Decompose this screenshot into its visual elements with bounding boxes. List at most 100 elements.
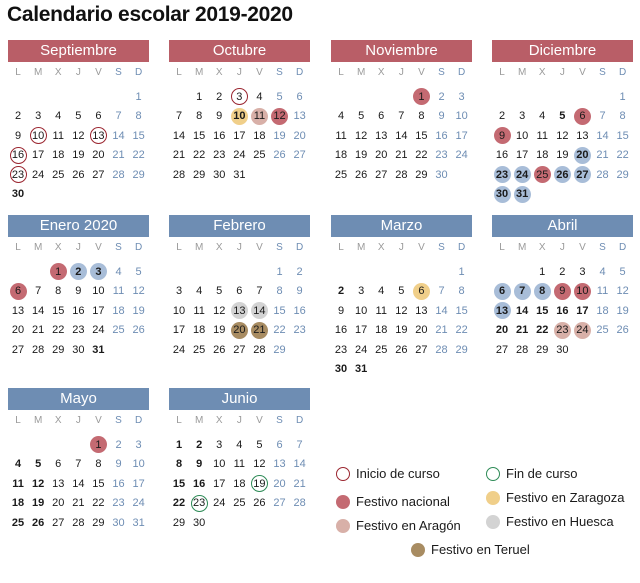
day-cell: 10 xyxy=(209,455,229,475)
day-number: 8 xyxy=(196,110,203,123)
day-number: 30 xyxy=(11,188,25,201)
day-number: 17 xyxy=(576,304,589,317)
day-cell: 5 xyxy=(28,455,48,475)
day-number: 3 xyxy=(175,285,183,298)
day-cell: 10 xyxy=(512,126,532,146)
day-number: 1 xyxy=(276,265,283,278)
day-number: 31 xyxy=(233,168,246,181)
day-cell: 12 xyxy=(269,107,289,127)
weekday-label: L xyxy=(338,242,344,253)
day-cell: 4 xyxy=(371,282,391,302)
day-cell: 29 xyxy=(48,340,68,360)
day-cell: 22 xyxy=(169,494,189,514)
day-number: 3 xyxy=(35,110,42,123)
day-number: 14 xyxy=(516,304,529,317)
day-number: 30 xyxy=(493,185,511,203)
month-header: Junio xyxy=(169,388,310,410)
day-cell: 25 xyxy=(371,340,391,360)
day-cell: 6 xyxy=(269,435,289,455)
day-cell: 21 xyxy=(290,474,310,494)
day-cell: 8 xyxy=(169,455,189,475)
day-cell: 19 xyxy=(129,301,149,321)
weekday-label: S xyxy=(599,67,606,78)
day-cell: 28 xyxy=(290,494,310,514)
day-number: 11 xyxy=(375,304,387,317)
day-grid: 1 2 3 4 5 6 7 8 9 10 11 12 13 14 15 16 17 18 19 20 21 22 23 24 2… xyxy=(169,87,310,185)
day-number: 2 xyxy=(115,438,122,451)
day-number: 10 xyxy=(132,458,145,471)
weekday-label: J xyxy=(559,67,565,78)
day-number: 19 xyxy=(213,324,226,337)
day-number: 3 xyxy=(358,285,365,298)
weekday-label: S xyxy=(276,415,283,426)
day-number: 27 xyxy=(92,168,105,181)
day-cell: 21 xyxy=(512,321,532,341)
day-cell: 1 xyxy=(129,87,149,107)
month-abril: Abril L M X J V S D 1 2 3 4 5 6 7 8 9 10 11 12 13 14 15 16 17 18 1… xyxy=(492,215,633,360)
empty-cell xyxy=(68,435,88,455)
day-cell: 2 xyxy=(68,262,88,282)
weekday-label: V xyxy=(95,242,102,253)
weekday-label: X xyxy=(54,415,62,426)
day-number: 21 xyxy=(516,324,529,337)
day-number: 29 xyxy=(536,343,549,356)
day-number: 2 xyxy=(337,285,345,298)
empty-cell xyxy=(88,87,108,107)
weekday-label: J xyxy=(398,242,404,253)
day-number: 27 xyxy=(573,166,591,184)
day-number: 9 xyxy=(337,304,345,317)
day-number: 31 xyxy=(355,363,368,376)
day-number: 19 xyxy=(132,304,145,317)
empty-cell xyxy=(331,262,351,282)
day-number: 8 xyxy=(458,285,465,298)
day-cell: 2 xyxy=(189,435,209,455)
day-cell: 16 xyxy=(290,301,310,321)
day-number: 14 xyxy=(293,458,306,471)
day-number: 6 xyxy=(55,458,62,471)
weekday-label: D xyxy=(134,415,143,426)
day-number: 8 xyxy=(276,285,283,298)
day-number: 7 xyxy=(296,438,303,451)
day-number: 5 xyxy=(35,458,42,471)
day-number: 6 xyxy=(412,282,430,300)
weekday-label: M xyxy=(33,242,43,253)
day-number: 4 xyxy=(196,285,203,298)
weekday-label: S xyxy=(115,67,122,78)
day-cell: 22 xyxy=(269,321,289,341)
day-cell: 19 xyxy=(28,494,48,514)
day-cell: 20 xyxy=(411,321,431,341)
day-cell: 18 xyxy=(249,126,269,146)
day-cell: 27 xyxy=(48,513,68,533)
day-number: 15 xyxy=(273,304,286,317)
weekday-label: V xyxy=(579,67,586,78)
weekday-label: S xyxy=(276,242,283,253)
day-number: 17 xyxy=(516,149,529,162)
weekday-label: J xyxy=(236,415,242,426)
day-cell: 21 xyxy=(249,321,269,341)
day-cell: 13 xyxy=(492,301,512,321)
weekday-label: J xyxy=(75,242,81,253)
day-cell: 9 xyxy=(492,126,512,146)
day-number: 11 xyxy=(596,285,609,298)
day-cell: 25 xyxy=(331,165,351,185)
day-number: 1 xyxy=(49,263,67,281)
day-number: 26 xyxy=(273,149,286,162)
day-number: 5 xyxy=(135,265,142,278)
day-number: 23 xyxy=(435,149,448,162)
empty-cell xyxy=(391,262,411,282)
day-cell: 10 xyxy=(452,107,472,127)
legend-label: Festivo en Aragón xyxy=(356,518,461,533)
day-cell: 14 xyxy=(290,455,310,475)
day-number: 21 xyxy=(395,149,408,162)
day-cell: 31 xyxy=(129,513,149,533)
legend-swatch-icon xyxy=(486,490,500,505)
day-number: 5 xyxy=(256,438,263,451)
day-cell: 2 xyxy=(431,87,451,107)
day-number: 7 xyxy=(599,110,606,123)
day-number: 6 xyxy=(95,110,102,123)
weekday-label: V xyxy=(95,415,102,426)
day-cell: 30 xyxy=(209,165,229,185)
day-cell: 3 xyxy=(351,282,371,302)
day-number: 13 xyxy=(52,477,65,490)
weekday-label: M xyxy=(194,415,204,426)
